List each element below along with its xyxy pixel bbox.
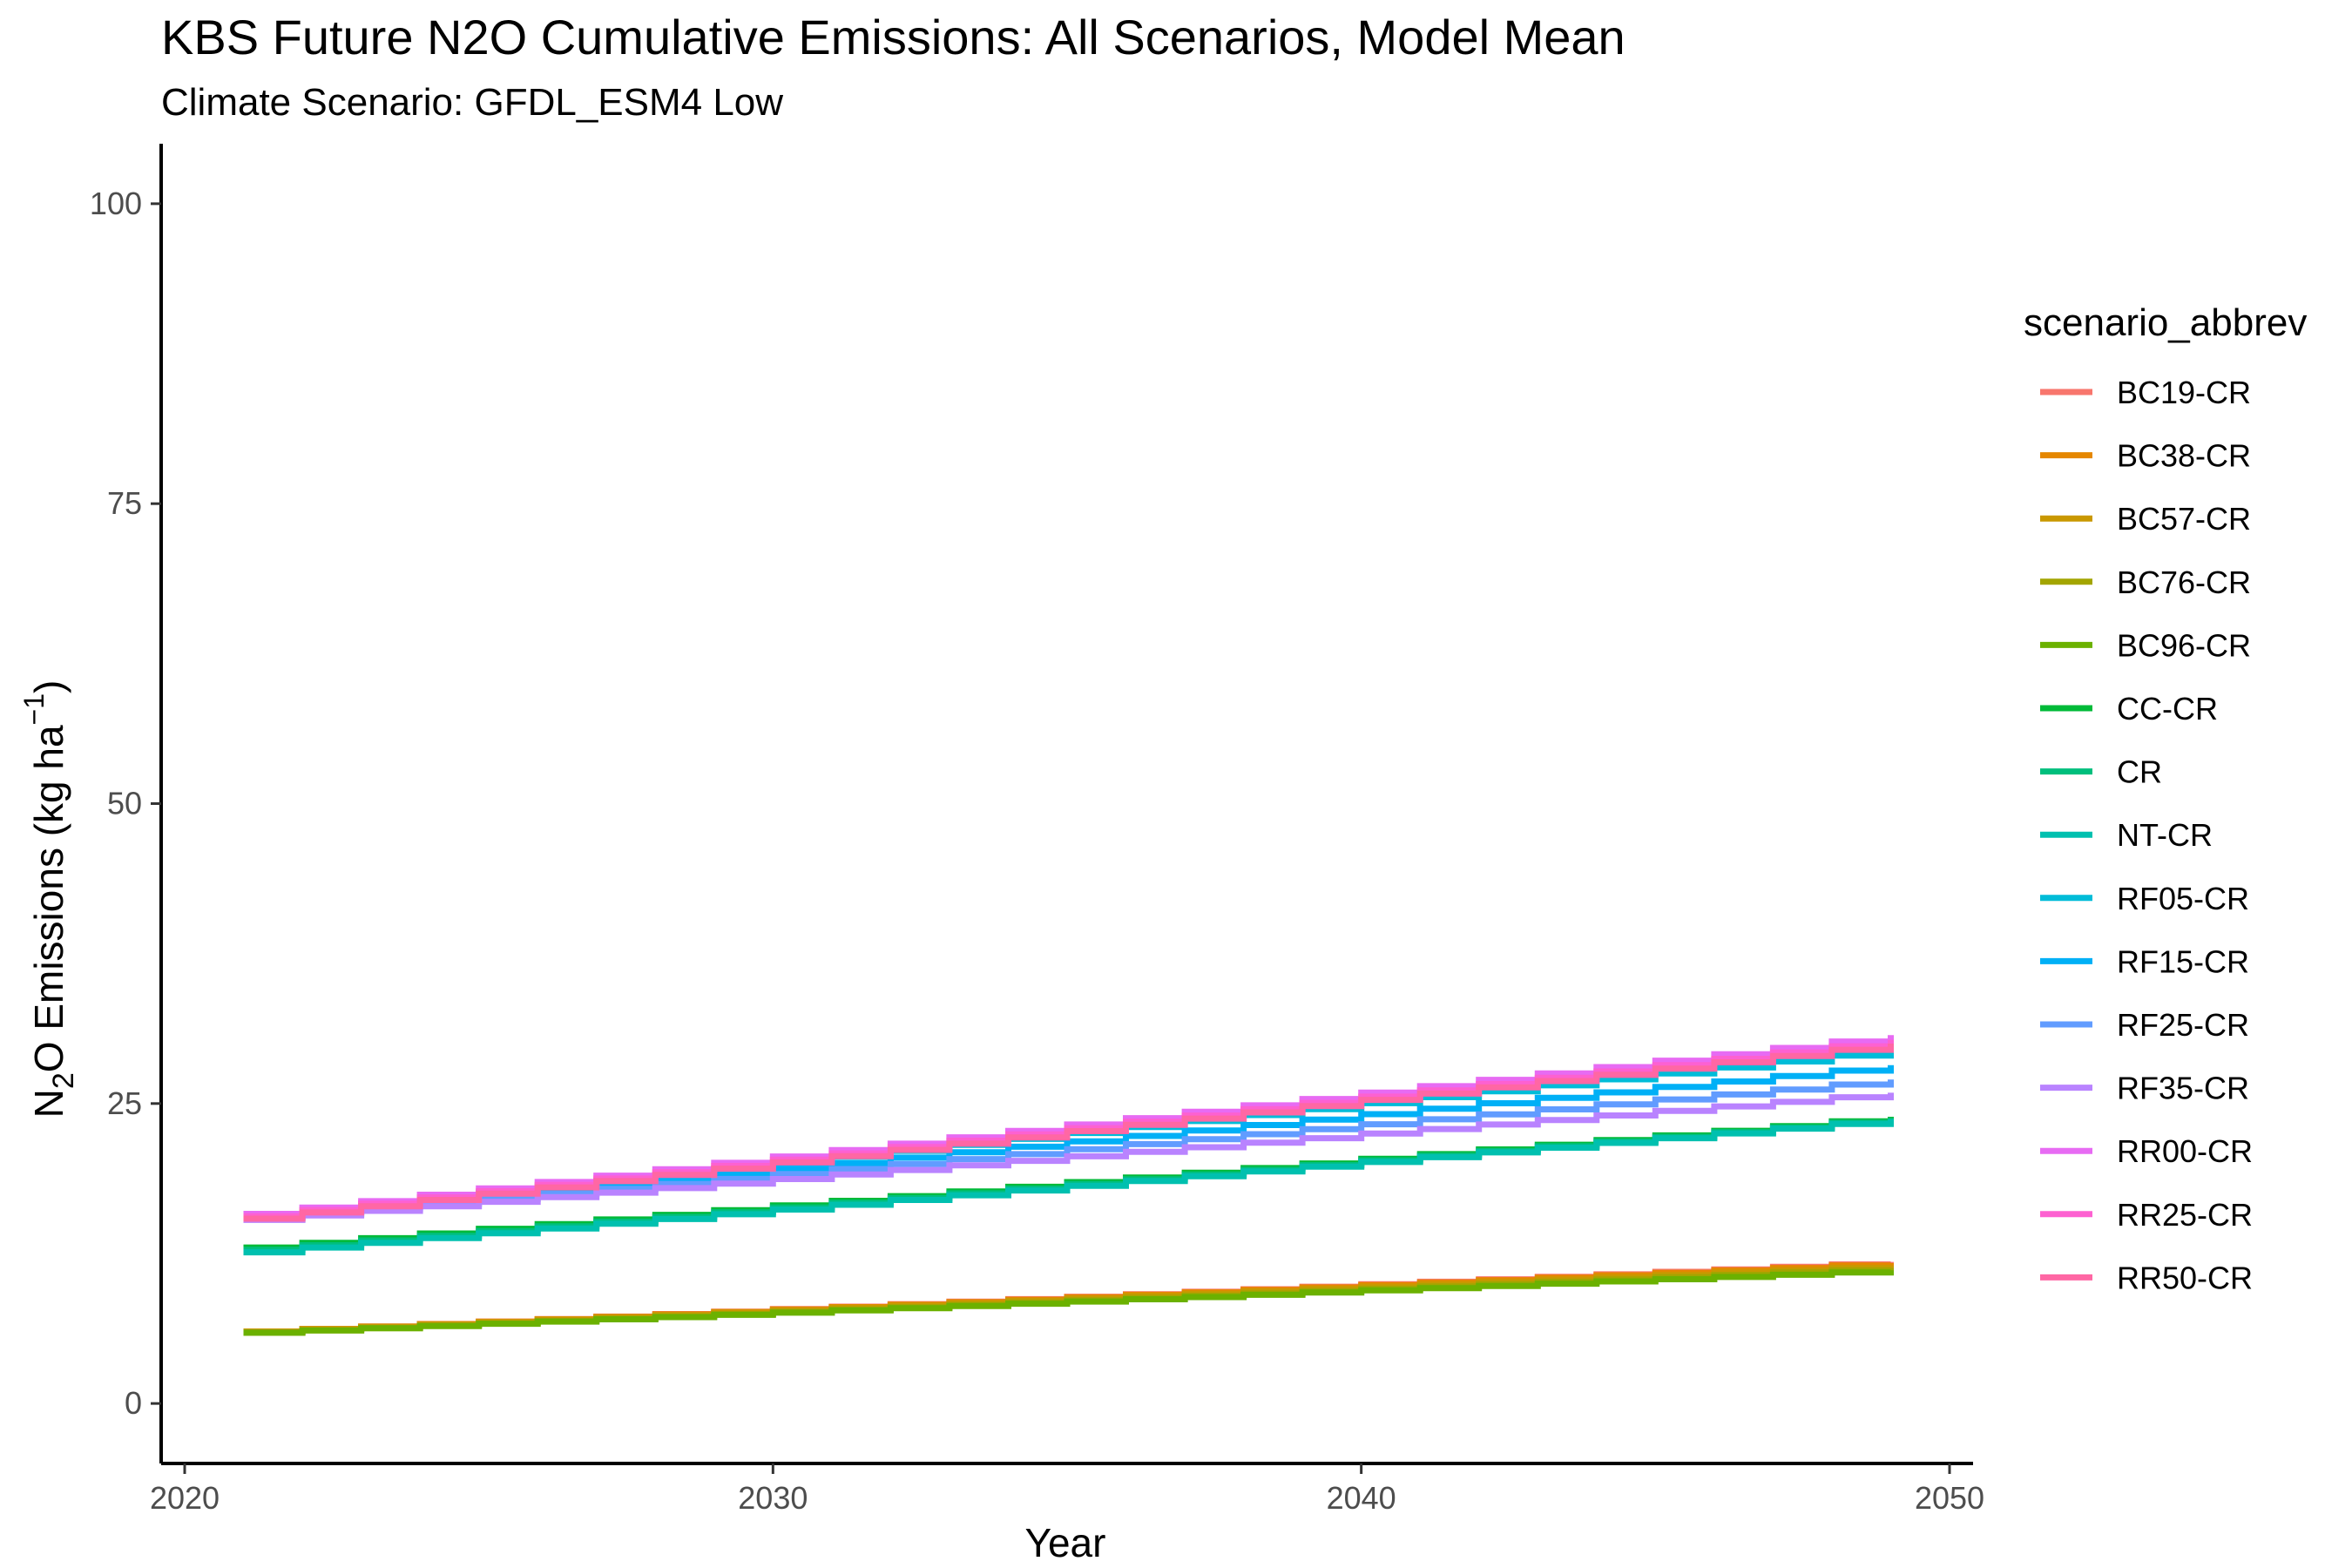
legend-label-rf15-cr: RF15-CR bbox=[2117, 943, 2249, 979]
x-tick-label: 2020 bbox=[150, 1480, 220, 1516]
series-line-rr50-cr bbox=[243, 1044, 1894, 1222]
y-tick-label: 50 bbox=[107, 786, 142, 821]
legend-items: BC19-CR BC38-CR BC57-CR BC76-CR BC96-CR CC-CR… bbox=[2040, 375, 2253, 1295]
x-tick-label: 2050 bbox=[1915, 1480, 1984, 1516]
x-axis-ticks: 2020 2030 2040 2050 bbox=[150, 1463, 1984, 1516]
legend-label-bc19-cr: BC19-CR bbox=[2117, 375, 2251, 410]
legend-label-bc76-cr: BC76-CR bbox=[2117, 564, 2251, 600]
y-axis-title-middle: O Emissions (kg ha bbox=[26, 725, 71, 1072]
y-axis-ticks: 0 25 50 75 100 bbox=[90, 186, 161, 1421]
legend-label-rf25-cr: RF25-CR bbox=[2117, 1007, 2249, 1043]
legend-label-nt-cr: NT-CR bbox=[2117, 817, 2213, 853]
legend-label-rf35-cr: RF35-CR bbox=[2117, 1071, 2249, 1106]
legend-label-cc-cr: CC-CR bbox=[2117, 691, 2218, 727]
series-line-bc96-cr bbox=[243, 1269, 1894, 1336]
y-axis-title: N2O Emissions (kg ha−1) bbox=[18, 680, 80, 1119]
legend-label-rr50-cr: RR50-CR bbox=[2117, 1260, 2253, 1295]
y-axis-title-subscript: 2 bbox=[47, 1072, 80, 1089]
chart-subtitle: Climate Scenario: GFDL_ESM4 Low bbox=[161, 81, 783, 124]
chart-title: KBS Future N2O Cumulative Emissions: All… bbox=[161, 10, 1625, 64]
y-axis-title-end: ) bbox=[26, 680, 71, 693]
legend-label-rr00-cr: RR00-CR bbox=[2117, 1133, 2253, 1169]
y-tick-label: 75 bbox=[107, 485, 142, 521]
plot-area: 0 25 50 75 100 2020 2030 2040 2050 bbox=[90, 144, 1984, 1516]
x-axis-title: Year bbox=[1025, 1520, 1106, 1565]
series-line-rf35-cr bbox=[243, 1092, 1894, 1223]
series-line-rf25-cr bbox=[243, 1079, 1894, 1222]
y-tick-label: 0 bbox=[125, 1385, 142, 1421]
legend: scenario_abbrev BC19-CR BC38-CR BC57-CR BC7… bbox=[2024, 301, 2307, 1295]
legend-label-bc57-cr: BC57-CR bbox=[2117, 501, 2251, 537]
series-line-nt-cr bbox=[243, 1119, 1894, 1256]
legend-title: scenario_abbrev bbox=[2024, 301, 2307, 344]
y-tick-label: 100 bbox=[90, 186, 142, 221]
legend-label-bc38-cr: BC38-CR bbox=[2117, 438, 2251, 474]
series-layer bbox=[243, 1035, 1894, 1336]
legend-label-bc96-cr: BC96-CR bbox=[2117, 627, 2251, 663]
y-tick-label: 25 bbox=[107, 1085, 142, 1121]
legend-label-cr: CR bbox=[2117, 754, 2162, 790]
y-axis-title-main: N bbox=[26, 1089, 71, 1118]
x-tick-label: 2040 bbox=[1327, 1480, 1396, 1516]
y-axis-title-superscript: −1 bbox=[18, 693, 50, 725]
x-tick-label: 2030 bbox=[738, 1480, 808, 1516]
legend-label-rr25-cr: RR25-CR bbox=[2117, 1197, 2253, 1233]
legend-label-rf05-cr: RF05-CR bbox=[2117, 881, 2249, 916]
